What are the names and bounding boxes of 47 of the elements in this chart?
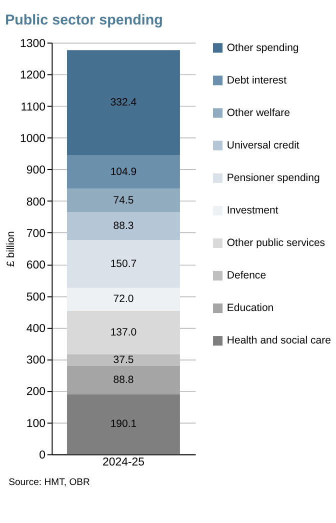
bar	[67, 310, 180, 354]
legend-label: Debt interest	[226, 74, 287, 86]
bar	[67, 394, 180, 454]
bar	[67, 240, 180, 288]
y-tick-label: 400	[26, 322, 46, 335]
data-label: 88.3	[113, 220, 134, 232]
y-tick-label: 700	[26, 228, 46, 240]
y-tick-label: 200	[26, 386, 46, 398]
data-label: 332.4	[110, 96, 137, 109]
data-label: 37.5	[113, 354, 134, 366]
bar	[67, 155, 180, 189]
source-note: Source: HMT, OBR	[8, 476, 90, 488]
data-label: 190.1	[110, 418, 137, 430]
y-tick-label: 1200	[20, 70, 46, 82]
chart-title: Public sector spending	[5, 12, 163, 28]
data-label: 72.0	[113, 293, 134, 306]
legend-label: Universal credit	[226, 139, 300, 152]
bar	[67, 366, 180, 394]
bar	[67, 212, 180, 240]
legend-label: Education	[226, 302, 274, 314]
bar	[67, 50, 180, 156]
y-tick-label: 900	[26, 164, 46, 177]
data-label: 104.9	[110, 166, 137, 178]
legend-label: Other spending	[226, 42, 299, 54]
data-label: 137.0	[110, 326, 137, 338]
y-tick-label: 300	[26, 354, 46, 367]
legend-label: Other welfare	[226, 106, 290, 119]
bar	[67, 288, 180, 311]
y-tick-label: 1100	[20, 101, 46, 114]
x-tick-label: 2024-25	[102, 456, 145, 468]
legend-label: Health and social care	[226, 334, 332, 347]
y-tick-label: 100	[26, 418, 46, 430]
y-tick-label: 800	[26, 196, 46, 208]
legend-label: Defence	[226, 270, 266, 282]
legend-label: Investment	[226, 204, 278, 217]
legend-label: Other public services	[226, 237, 326, 250]
y-tick-label: 500	[26, 291, 46, 304]
data-label: 88.8	[113, 374, 134, 386]
data-label: 74.5	[113, 194, 134, 206]
y-tick-label: 600	[26, 260, 46, 272]
data-label: 150.7	[110, 258, 137, 270]
y-tick-label: 1300	[20, 38, 46, 50]
bar	[67, 188, 180, 212]
y-axis-title: £ billion	[5, 230, 18, 267]
y-tick-label: 1000	[20, 132, 46, 145]
y-tick-label: 0	[39, 450, 46, 462]
legend-label: Pensioner spending	[226, 172, 320, 184]
